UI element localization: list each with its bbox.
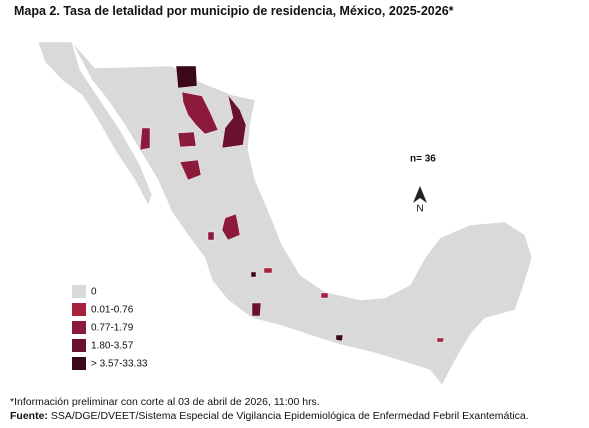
source-line: Fuente: SSA/DGE/DVEET/Sistema Especial d…	[10, 409, 529, 423]
footnote: *Información preliminar con corte al 03 …	[10, 396, 320, 408]
legend-swatch	[72, 339, 86, 352]
count-label: n= 36	[410, 154, 436, 165]
north-label: N	[416, 204, 423, 215]
map-title: Mapa 2. Tasa de letalidad por municipio …	[14, 4, 454, 18]
legend-swatch	[72, 357, 86, 370]
legend-swatch	[72, 303, 86, 316]
legend-label: 0	[91, 287, 97, 298]
footer: *Información preliminar con corte al 03 …	[10, 395, 529, 423]
map: n= 36 N 0 0.01-0.76 0.77-1.79 1.80-3.57 > 3.…	[37, 41, 533, 386]
highlighted-municipalities	[139, 65, 445, 343]
source-prefix: Fuente:	[10, 410, 48, 422]
source-text: SSA/DGE/DVEET/Sistema Especial de Vigila…	[50, 410, 529, 422]
country-shape	[37, 41, 533, 386]
legend-swatch	[72, 321, 86, 334]
north-arrow	[413, 186, 427, 203]
legend-swatch	[72, 285, 86, 298]
legend: 0 0.01-0.76 0.77-1.79 1.80-3.57 > 3.57-33.33	[72, 285, 148, 370]
legend-label: > 3.57-33.33	[91, 359, 148, 370]
legend-label: 0.01-0.76	[91, 305, 134, 316]
legend-label: 1.80-3.57	[91, 341, 134, 352]
legend-label: 0.77-1.79	[91, 323, 134, 334]
